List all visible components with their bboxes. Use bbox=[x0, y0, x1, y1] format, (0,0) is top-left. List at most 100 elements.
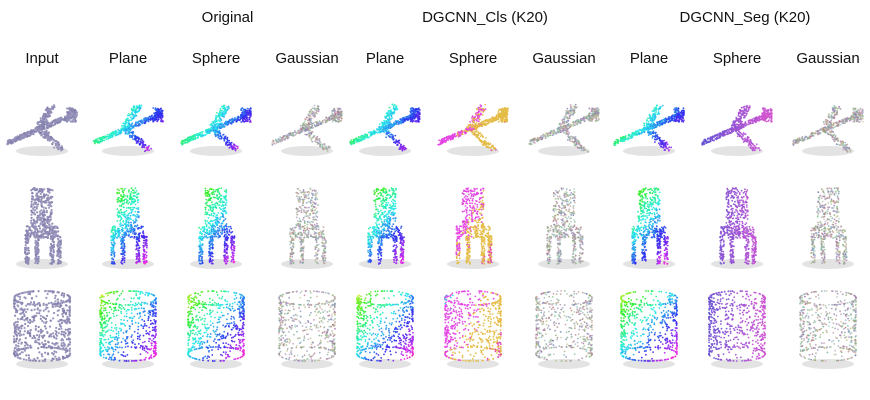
shadow bbox=[281, 359, 333, 369]
airplane-icon bbox=[92, 104, 164, 156]
col-header-seg-plane: Plane bbox=[629, 50, 669, 67]
chair-icon bbox=[802, 187, 854, 269]
cylinder-point-cloud-3 bbox=[262, 280, 352, 370]
group-header-dgcnn-cls: DGCNN_Cls (K20) bbox=[422, 9, 548, 26]
col-header-seg-sphere: Sphere bbox=[712, 50, 762, 67]
chair-icon bbox=[102, 187, 154, 269]
chair-icon bbox=[538, 187, 590, 269]
shadow bbox=[102, 146, 154, 156]
cylinder-point-cloud-6 bbox=[519, 280, 609, 370]
chair-point-cloud-2 bbox=[171, 180, 261, 270]
airplane-icon bbox=[701, 105, 773, 156]
shadow bbox=[190, 359, 242, 369]
cylinder-icon bbox=[535, 290, 593, 369]
shadow bbox=[16, 359, 68, 369]
chair-icon bbox=[281, 187, 333, 269]
airplane-point-cloud-8 bbox=[692, 83, 782, 173]
chair-point-cloud-4 bbox=[340, 180, 430, 270]
group-header-dgcnn-seg: DGCNN_Seg (K20) bbox=[679, 9, 811, 26]
airplane-point-cloud-3 bbox=[262, 83, 352, 173]
shadow bbox=[281, 259, 333, 269]
cylinder-point-cloud-7 bbox=[604, 280, 694, 370]
shadow bbox=[359, 146, 411, 156]
airplane-point-cloud-1 bbox=[83, 83, 173, 173]
shadow bbox=[538, 146, 590, 156]
airplane-point-cloud-9 bbox=[783, 83, 870, 173]
chair-icon bbox=[623, 187, 675, 269]
airplane-point-cloud-4 bbox=[340, 83, 430, 173]
shadow bbox=[359, 259, 411, 269]
cylinder-icon bbox=[278, 290, 336, 369]
chair-icon bbox=[190, 187, 242, 269]
chair-point-cloud-7 bbox=[604, 180, 694, 270]
cylinder-point-cloud-1 bbox=[83, 280, 173, 370]
airplane-point-cloud-6 bbox=[519, 83, 609, 173]
airplane-icon bbox=[792, 105, 864, 156]
chair-point-cloud-3 bbox=[262, 180, 352, 270]
cylinder-icon bbox=[444, 290, 502, 369]
group-header-original: Original bbox=[201, 9, 254, 26]
shadow bbox=[447, 146, 499, 156]
airplane-icon bbox=[271, 104, 343, 156]
col-header-orig-plane: Plane bbox=[108, 50, 148, 67]
cylinder-point-cloud-8 bbox=[692, 280, 782, 370]
col-header-orig-sphere: Sphere bbox=[191, 50, 241, 67]
cylinder-point-cloud-2 bbox=[171, 280, 261, 370]
airplane-icon bbox=[437, 103, 509, 156]
cylinder-icon bbox=[799, 290, 857, 369]
cylinder-icon bbox=[620, 290, 678, 369]
shadow bbox=[623, 146, 675, 156]
shadow bbox=[447, 259, 499, 269]
col-header-seg-gaussian: Gaussian bbox=[796, 50, 860, 67]
cylinder-icon bbox=[99, 290, 157, 369]
chair-point-cloud-9 bbox=[783, 180, 870, 270]
chair-icon bbox=[447, 187, 499, 269]
shadow bbox=[802, 146, 854, 156]
shadow bbox=[190, 259, 242, 269]
shadow bbox=[447, 359, 499, 369]
airplane-point-cloud-0 bbox=[0, 83, 87, 173]
airplane-point-cloud-2 bbox=[171, 83, 261, 173]
shadow bbox=[16, 146, 68, 156]
airplane-icon bbox=[349, 103, 421, 156]
shadow bbox=[102, 259, 154, 269]
airplane-icon bbox=[528, 103, 600, 156]
shadow bbox=[102, 359, 154, 369]
chair-icon bbox=[359, 187, 411, 269]
cylinder-point-cloud-4 bbox=[340, 280, 430, 370]
col-header-cls-gaussian: Gaussian bbox=[532, 50, 596, 67]
col-header-cls-plane: Plane bbox=[365, 50, 405, 67]
cylinder-icon bbox=[187, 290, 245, 369]
airplane-icon bbox=[180, 104, 252, 156]
chair-icon bbox=[16, 186, 68, 269]
airplane-icon bbox=[613, 104, 685, 156]
shadow bbox=[802, 359, 854, 369]
airplane-icon bbox=[6, 104, 79, 156]
cylinder-icon bbox=[12, 289, 72, 369]
shadow bbox=[623, 259, 675, 269]
shadow bbox=[711, 359, 763, 369]
col-header-orig-gaussian: Gaussian bbox=[275, 50, 339, 67]
chair-point-cloud-0 bbox=[0, 180, 87, 270]
shadow bbox=[281, 146, 333, 156]
airplane-point-cloud-7 bbox=[604, 83, 694, 173]
chair-point-cloud-6 bbox=[519, 180, 609, 270]
shadow bbox=[711, 259, 763, 269]
shadow bbox=[623, 359, 675, 369]
airplane-point-cloud-5 bbox=[428, 83, 518, 173]
chair-point-cloud-1 bbox=[83, 180, 173, 270]
cylinder-point-cloud-5 bbox=[428, 280, 518, 370]
cylinder-point-cloud-0 bbox=[0, 280, 87, 370]
cylinder-icon bbox=[356, 290, 414, 369]
shadow bbox=[538, 359, 590, 369]
chair-point-cloud-8 bbox=[692, 180, 782, 270]
shadow bbox=[359, 359, 411, 369]
cylinder-point-cloud-9 bbox=[783, 280, 870, 370]
col-header-input: Input bbox=[25, 50, 59, 67]
cylinder-icon bbox=[708, 290, 766, 369]
chair-point-cloud-5 bbox=[428, 180, 518, 270]
chair-icon bbox=[711, 187, 763, 269]
col-header-cls-sphere: Sphere bbox=[448, 50, 498, 67]
shadow bbox=[538, 259, 590, 269]
